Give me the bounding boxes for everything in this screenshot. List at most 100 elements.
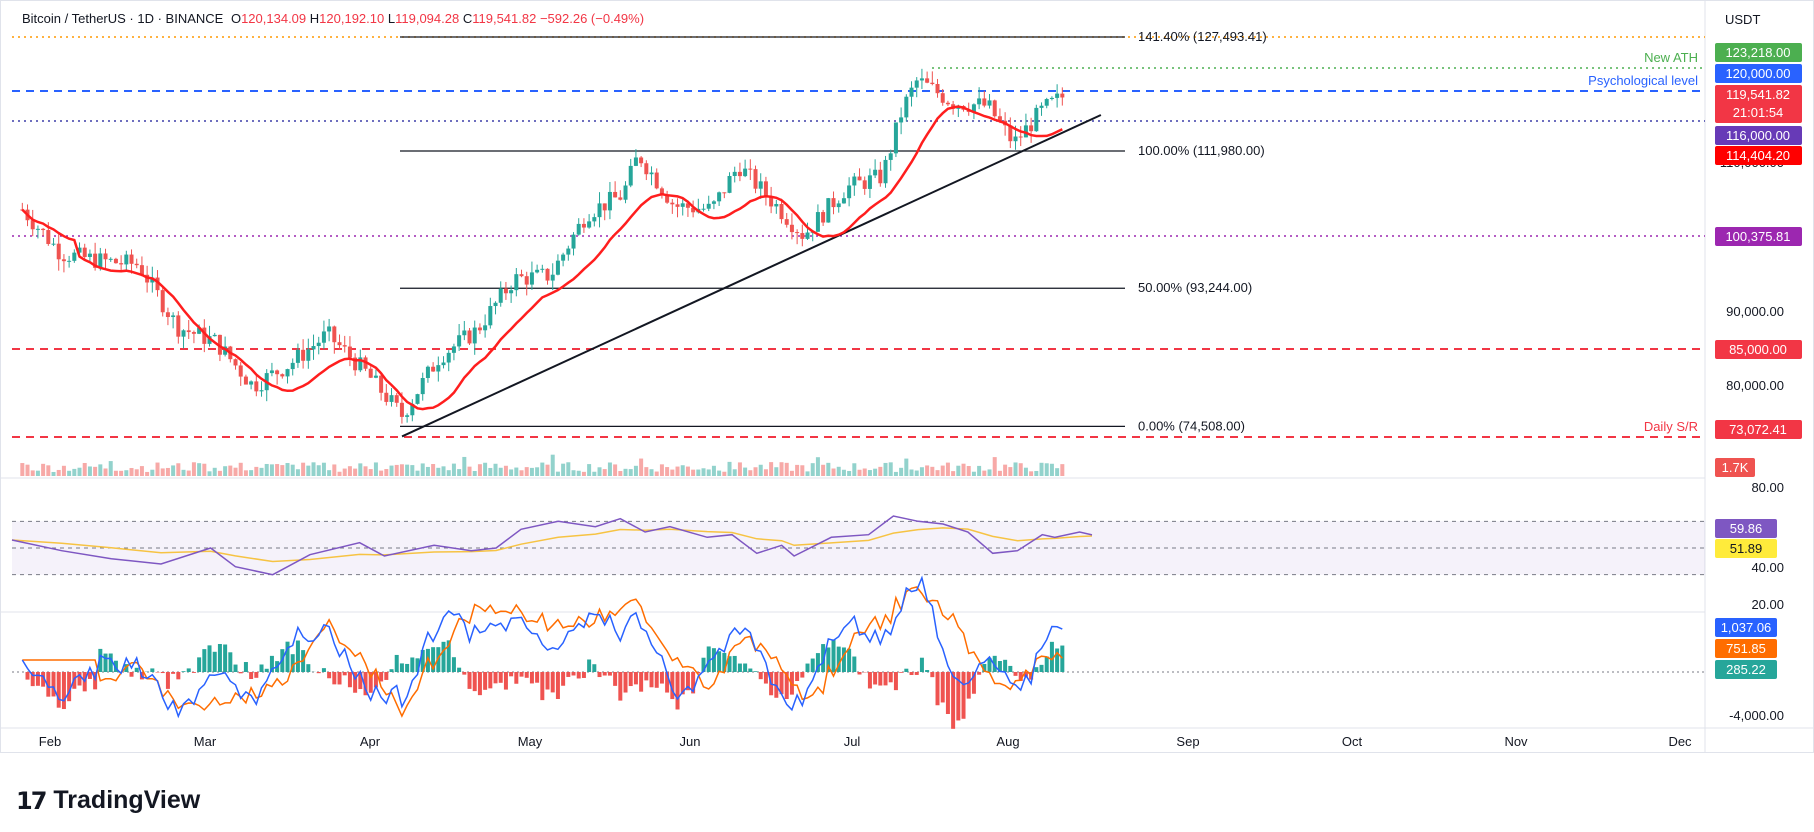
- price-badge-0: 123,218.00: [1715, 43, 1802, 62]
- macd-hist-bar: [514, 672, 519, 684]
- volume-bar: [217, 470, 222, 476]
- volume-bar: [311, 462, 316, 476]
- volume-bar: [259, 467, 264, 476]
- macd-hist-bar: [124, 664, 129, 672]
- macd-hist-bar: [191, 672, 196, 673]
- price-tick-1: 90,000.00: [1726, 304, 1784, 319]
- macd-badge-1: [1715, 639, 1777, 658]
- price-badge-6: 85,000.00: [1715, 340, 1802, 359]
- macd-badge-label-0: 1,037.06: [1721, 620, 1772, 635]
- volume-bar: [888, 462, 893, 476]
- volume-bar: [67, 470, 72, 476]
- volume-bar: [992, 457, 997, 476]
- candle-body: [743, 168, 748, 177]
- macd-hist-bar: [1055, 648, 1060, 672]
- volume-bar: [145, 471, 150, 476]
- volume-bar: [306, 465, 311, 476]
- volume-bar: [623, 468, 628, 476]
- volume-bar: [503, 465, 508, 476]
- candle-body: [763, 181, 768, 197]
- candle-body: [545, 268, 550, 281]
- macd-hist-bar: [332, 672, 337, 685]
- volume-bar: [212, 467, 217, 476]
- macd-hist-bar: [779, 672, 784, 695]
- volume-bar: [321, 462, 326, 476]
- candle-body: [841, 198, 846, 204]
- candle-body: [306, 349, 311, 361]
- macd-hist-bar: [462, 672, 467, 675]
- macd-hist-bar: [815, 653, 820, 672]
- candle-body: [389, 395, 394, 402]
- volume-bar: [197, 463, 202, 476]
- candle-body: [462, 330, 467, 336]
- candle-body: [285, 369, 290, 377]
- candle-body: [1049, 97, 1054, 100]
- macd-hist-bar: [961, 672, 966, 719]
- macd-hist-bar: [509, 672, 514, 677]
- volume-bar: [82, 462, 87, 476]
- macd-hist-bar: [441, 641, 446, 672]
- tradingview-logo[interactable]: 17 TradingView: [16, 786, 200, 815]
- macd-hist-bar: [826, 647, 831, 672]
- time-tick-dec: Dec: [1668, 734, 1692, 749]
- volume-bar: [909, 469, 914, 476]
- macd-hist-bar: [483, 672, 488, 690]
- candle-body: [436, 365, 441, 372]
- macd-hist-bar: [503, 672, 508, 690]
- candle-body: [987, 100, 992, 106]
- volume-bar: [254, 466, 259, 476]
- price-chart[interactable]: 141.40% (127,493.41) 100.00% (111,980.00)…: [0, 0, 1814, 770]
- chart-header: Bitcoin / TetherUS · 1D · BINANCE O120,1…: [22, 11, 644, 26]
- macd-hist-bar: [46, 672, 51, 697]
- macd-hist-bar: [753, 671, 758, 672]
- volume-bar: [727, 461, 732, 476]
- volume-bar: [1018, 463, 1023, 476]
- low-label: L: [387, 11, 396, 26]
- macd-hist-bar: [784, 672, 789, 700]
- macd-hist-bar: [576, 672, 581, 679]
- macd-hist-bar: [399, 663, 404, 672]
- candle-body: [888, 153, 893, 160]
- candle-body: [711, 201, 716, 204]
- candle-body: [275, 370, 280, 375]
- macd-hist-bar: [722, 652, 727, 672]
- volume-bar: [394, 464, 399, 476]
- volume-bar: [155, 462, 160, 476]
- candle-body: [836, 203, 841, 208]
- macd-hist-bar: [535, 672, 540, 683]
- time-tick-oct: Oct: [1342, 734, 1363, 749]
- candle-body: [249, 381, 254, 385]
- volume-bar: [670, 469, 675, 476]
- candle-body: [171, 315, 176, 318]
- volume-bar: [25, 464, 30, 476]
- macd-hist-bar: [238, 672, 243, 674]
- macd-hist-bar: [810, 658, 815, 672]
- candle-body: [592, 217, 597, 222]
- candle-body: [909, 87, 914, 97]
- macd-hist-bar: [498, 672, 503, 683]
- candle-body: [399, 402, 404, 417]
- volume-bar: [774, 467, 779, 476]
- volume-bar: [743, 467, 748, 476]
- volume-bar: [363, 466, 368, 476]
- volume-bar: [550, 454, 555, 476]
- volume-bar: [30, 470, 35, 476]
- open-value: 120,134.09: [241, 11, 307, 26]
- candle-body: [332, 326, 337, 343]
- macd-hist-bar: [1018, 672, 1023, 681]
- rsi-signal-badge: [1715, 539, 1777, 558]
- candle-body: [1060, 93, 1065, 98]
- macd-hist-bar: [1060, 645, 1065, 672]
- candle-body: [529, 272, 534, 285]
- macd-hist-bar: [269, 655, 274, 672]
- volume-bar: [576, 470, 581, 476]
- macd-hist-bar: [904, 668, 909, 672]
- candle-body: [561, 254, 566, 261]
- candle-body: [77, 247, 82, 253]
- volume-bar: [441, 466, 446, 476]
- volume-bar: [639, 458, 644, 476]
- candle-body: [212, 334, 217, 337]
- macd-hist-bar: [98, 648, 103, 672]
- volume-bar: [285, 463, 290, 476]
- volume-bar: [982, 470, 987, 476]
